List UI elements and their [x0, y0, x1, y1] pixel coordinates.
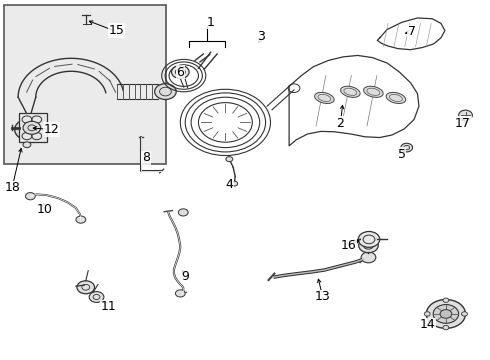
Ellipse shape — [364, 86, 383, 97]
Circle shape — [358, 231, 380, 247]
Ellipse shape — [341, 86, 360, 97]
Text: 18: 18 — [4, 181, 20, 194]
Circle shape — [172, 66, 189, 78]
Circle shape — [77, 281, 95, 294]
Polygon shape — [19, 113, 47, 142]
Circle shape — [226, 157, 233, 162]
Text: 7: 7 — [408, 25, 416, 38]
Text: 4: 4 — [225, 178, 233, 191]
Circle shape — [424, 312, 430, 316]
Circle shape — [401, 143, 413, 152]
Text: 15: 15 — [109, 24, 124, 37]
Circle shape — [155, 84, 176, 99]
Ellipse shape — [315, 93, 334, 103]
Text: 3: 3 — [257, 30, 265, 43]
Ellipse shape — [386, 93, 406, 103]
Circle shape — [231, 181, 238, 186]
Text: 14: 14 — [419, 318, 435, 331]
Text: 9: 9 — [181, 270, 189, 283]
Text: 13: 13 — [315, 291, 330, 303]
Text: 6: 6 — [176, 66, 184, 78]
Text: 16: 16 — [341, 239, 357, 252]
Circle shape — [15, 119, 44, 140]
Bar — [4, 5, 166, 164]
Circle shape — [443, 325, 449, 330]
Circle shape — [175, 290, 185, 297]
Text: 17: 17 — [455, 117, 471, 130]
Circle shape — [25, 193, 35, 200]
Text: 1: 1 — [207, 16, 215, 29]
Circle shape — [426, 300, 466, 328]
Circle shape — [361, 252, 376, 263]
Circle shape — [76, 216, 86, 223]
Circle shape — [433, 305, 459, 323]
Circle shape — [440, 310, 452, 318]
Text: 2: 2 — [337, 117, 344, 130]
Text: 10: 10 — [37, 203, 53, 216]
Circle shape — [462, 312, 467, 316]
Text: 5: 5 — [398, 148, 406, 161]
Circle shape — [23, 142, 31, 148]
Circle shape — [178, 209, 188, 216]
Text: 12: 12 — [44, 123, 59, 136]
Circle shape — [89, 292, 104, 302]
Circle shape — [23, 121, 41, 134]
Circle shape — [459, 110, 472, 120]
Circle shape — [443, 298, 449, 302]
Text: 8: 8 — [142, 151, 150, 164]
Text: 11: 11 — [101, 300, 117, 313]
Circle shape — [359, 238, 378, 253]
